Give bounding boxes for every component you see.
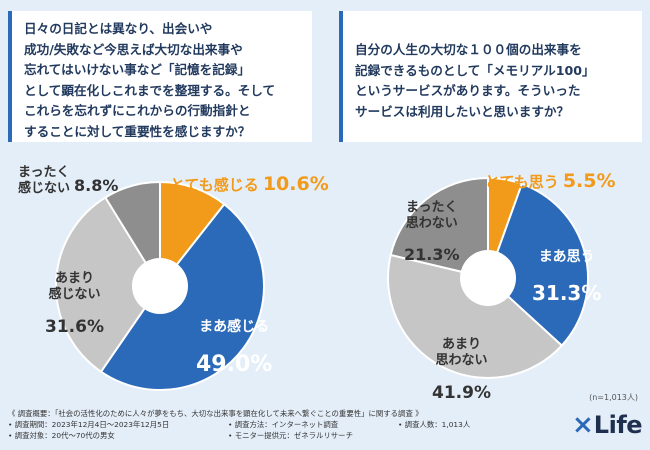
- left-donut-hole: [132, 258, 188, 314]
- logo-text: Life: [593, 411, 643, 439]
- survey-count: • 調査人数：1,013人: [398, 420, 471, 429]
- left-label-not-at-all: まったく 感じない 8.8%: [18, 165, 119, 196]
- survey-provider: • モニター提供元：ゼネラルリサーチ: [228, 431, 353, 440]
- right-label-not-much: あまり 思わない 41.9%: [432, 337, 491, 404]
- right-slice-somewhat: [486, 182, 589, 347]
- right-label-very: とても思う 5.5%: [485, 169, 616, 192]
- logo-mark: ×: [572, 410, 594, 440]
- left-question-accent: [8, 11, 12, 142]
- right-question-accent: [339, 11, 343, 142]
- right-slice-not-much: [387, 253, 564, 379]
- sample-size-note: (n=1,013人): [589, 393, 638, 402]
- right-pie-chart: [387, 176, 589, 379]
- right-question-box: 自分の人生の大切な１００個の出来事を 記録できるものとして「メモリアル100」 …: [339, 11, 642, 142]
- left-slice-not-at-all: [104, 180, 161, 290]
- survey-target: • 調査対象：20代〜70代の男女: [8, 431, 115, 440]
- left-pie-chart: [55, 180, 265, 391]
- right-question-text: 自分の人生の大切な１００個の出来事を 記録できるものとして「メモリアル100」 …: [355, 42, 595, 119]
- left-slice-very: [159, 180, 226, 289]
- left-label-somewhat: まあ感じる 49.0%: [196, 318, 273, 377]
- survey-period: • 調査期間：2023年12月4日〜2023年12月5日: [8, 420, 170, 429]
- right-label-not-at-all: まったく 思わない 21.3%: [404, 200, 460, 265]
- left-slice-not-much: [55, 196, 162, 374]
- xlife-logo: × Life: [572, 410, 643, 440]
- survey-title: 《 調査概要：「社会の活性化のために人々が夢をもち、大切な出来事を顕在化して未来…: [8, 409, 423, 418]
- left-label-not-much: あまり 感じない 31.6%: [45, 271, 104, 338]
- left-label-very: とても感じる 10.6%: [170, 172, 329, 195]
- right-donut-hole: [460, 250, 516, 306]
- left-question-box: 日々の日記とは異なり、出会いや 成功/失敗など今思えば大切な出来事や 忘れてはい…: [8, 11, 312, 142]
- survey-method: • 調査方法：インターネット調査: [228, 420, 339, 429]
- right-slice-not-at-all: [389, 176, 489, 280]
- survey-overview: 《 調査概要：「社会の活性化のために人々が夢をもち、大切な出来事を顕在化して未来…: [8, 408, 568, 441]
- left-question-text: 日々の日記とは異なり、出会いや 成功/失敗など今思えば大切な出来事や 忘れてはい…: [24, 21, 276, 139]
- right-label-somewhat: まあ思う 31.3%: [532, 248, 602, 305]
